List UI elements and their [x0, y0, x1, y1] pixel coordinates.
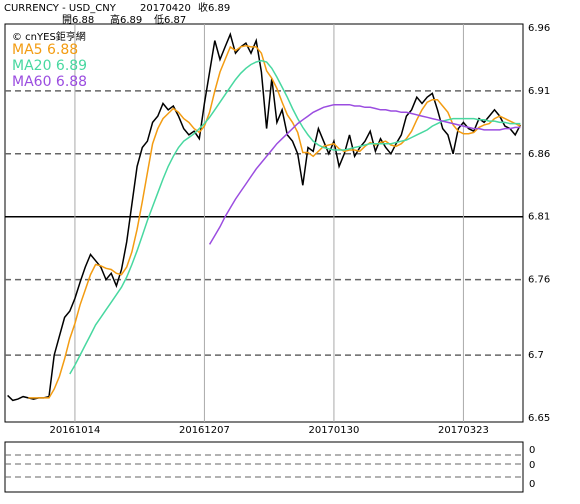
- source: © cnYES鉅亨網: [12, 30, 86, 43]
- series-line: [208, 103, 521, 245]
- volume-tick-label: 0: [529, 445, 535, 456]
- series-line: [7, 31, 522, 402]
- date: 20170420: [140, 3, 191, 14]
- y-tick-label: 6.91: [528, 86, 550, 97]
- volume-tick-label: 0: [529, 460, 535, 471]
- y-tick-label: 6.7: [528, 350, 544, 361]
- title: CURRENCY - USD_CNY: [4, 3, 117, 14]
- series-line: [69, 59, 521, 375]
- y-tick-label: 6.81: [528, 212, 550, 223]
- x-tick-label: 20161014: [49, 425, 100, 436]
- low: 低6.87: [154, 13, 186, 26]
- series-line: [28, 44, 521, 399]
- x-tick-label: 20170130: [308, 425, 359, 436]
- y-tick-label: 6.65: [528, 413, 550, 424]
- x-tick-label: 20170323: [438, 425, 489, 436]
- open: 開6.88: [62, 14, 94, 26]
- legend-entry: MA20 6.89: [12, 58, 87, 74]
- y-tick-label: 6.96: [528, 23, 550, 34]
- plot-frame: [4, 23, 524, 423]
- volume-frame: [4, 441, 524, 493]
- legend-entry: MA60 6.88: [12, 74, 87, 90]
- high: 高6.89: [110, 13, 142, 26]
- y-tick-label: 6.86: [528, 149, 550, 160]
- legend-entry: MA5 6.88: [12, 42, 78, 58]
- x-tick-label: 20161207: [179, 425, 230, 436]
- close: 收6.89: [198, 1, 230, 14]
- volume-tick-label: 0: [529, 479, 535, 490]
- y-tick-label: 6.76: [528, 275, 550, 286]
